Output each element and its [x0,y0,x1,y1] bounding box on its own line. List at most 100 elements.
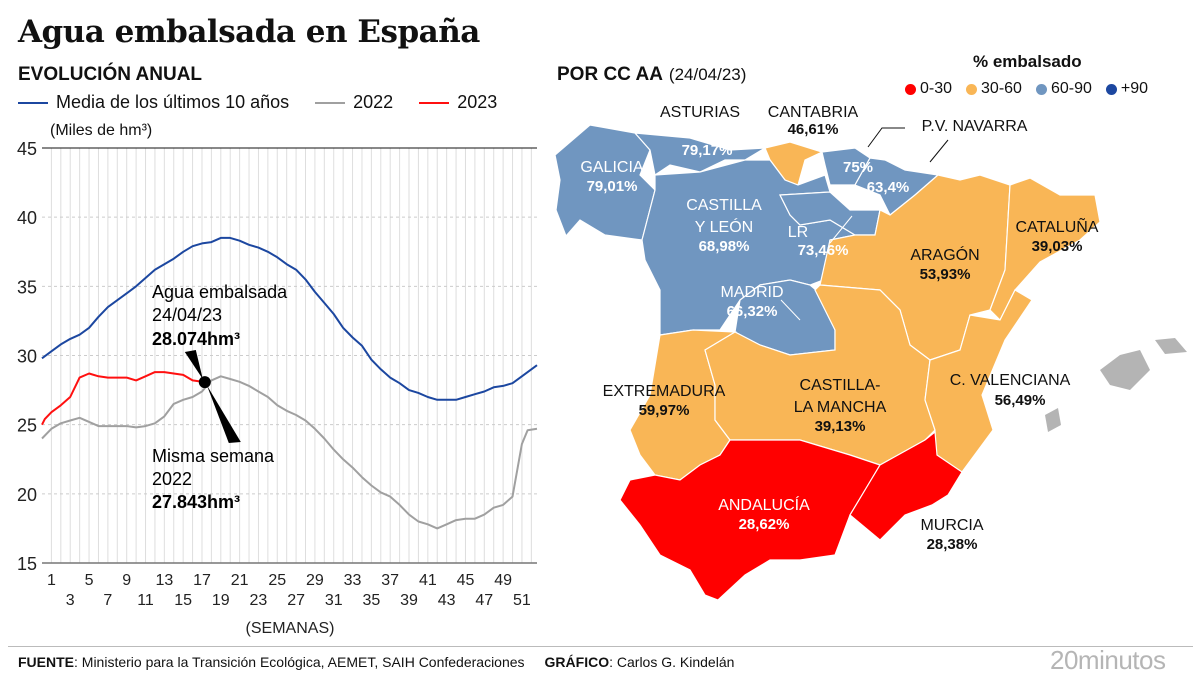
series-line-2022 [41,375,538,530]
annotation-2023-line: Agua embalsada [152,282,288,302]
annotation-2022-line: 2022 [152,469,192,489]
logo: 20minutos [1050,645,1166,675]
y-tick-label: 45 [17,139,37,159]
leader-line-rioja [829,215,853,244]
region-asturias [633,132,766,176]
region-value-aragon: 53,93% [920,266,971,283]
line-chart: 1520253035404513579111315171921232527293… [17,139,538,637]
y-tick-label: 25 [17,416,37,436]
region-name-cyl: Y LEÓN [695,217,753,236]
region-value-navarra: 63,4% [867,179,910,196]
legend-label: 30-60 [981,80,1022,97]
region-name-madrid: MADRID [720,284,783,301]
x-tick-label: 35 [362,592,380,609]
region-value-murcia: 28,38% [927,536,978,553]
region-name-rioja: LR [788,224,808,241]
x-tick-label: 25 [268,572,286,589]
x-tick-label: 11 [137,592,154,609]
region-pv [821,147,871,186]
legend-swatch [18,101,48,104]
region-name-extremadura: EXTREMADURA [603,383,726,400]
x-tick-label: 15 [174,592,192,609]
region-value-andalucia: 28,62% [739,516,790,533]
map-subtitle-text: POR CC AA [557,64,663,85]
map-legend-item: 30-60 [966,80,1022,98]
region-baleares-mallorca [1100,350,1150,390]
legend-label: Media de los últimos 10 años [56,92,290,112]
page-title: Agua embalsada en España [18,14,480,50]
x-tick-label: 21 [231,572,249,589]
map-legend-title: % embalsado [973,52,1082,71]
region-galicia [554,124,656,241]
region-name-aragon: ARAGÓN [910,245,979,264]
x-tick-label: 23 [250,592,268,609]
region-aragon [819,174,1011,361]
map-legend-item: 60-90 [1035,80,1092,98]
region-cantabria [764,141,824,186]
legend-dot [966,83,978,95]
graphic-text: : Carlos G. Kindelán [609,654,735,670]
legend-label: 0-30 [920,80,953,97]
x-tick-label: 29 [306,572,324,589]
y-tick-label: 35 [17,277,37,297]
y-tick-label: 30 [17,347,37,367]
legend-label: 2022 [353,92,394,112]
region-value-extremadura: 59,97% [639,402,690,419]
x-tick-label: 13 [155,572,173,589]
legend-item-2022: 2022 [315,92,393,113]
annotation-2023-line: 24/04/23 [152,305,222,325]
legend-item-2023: 2023 [419,92,497,113]
legend-label: +90 [1120,80,1149,97]
chart-legend: Media de los últimos 10 años 2022 2023 [18,92,497,113]
y-tick-label: 40 [17,208,37,228]
annotation-2022-value: 27.843hm³ [152,492,240,512]
map-legend: 0-30 30-60 60-90 +90 [905,80,1148,98]
footer-divider [8,646,1193,647]
legend-dot [1035,83,1047,95]
leader-line-madrid [780,299,801,321]
region-andalucia [619,439,881,601]
y-axis-unit: (Miles de hm³) [50,122,153,139]
region-value-cyl: 68,98% [699,238,750,255]
footer-source: FUENTE: Ministerio para la Transición Ec… [18,654,525,670]
legend-dot [1105,83,1117,95]
region-rioja [779,191,881,236]
map-date: (24/04/23) [668,65,747,84]
footer-graphic: GRÁFICO: Carlos G. Kindelán [545,654,735,670]
x-tick-label: 27 [287,592,305,609]
region-name-andalucia: ANDALUCÍA [718,495,810,514]
chart-subtitle: EVOLUCIÓN ANUAL [18,64,203,85]
annotation-pointer-2022 [206,385,241,443]
leader-line-pv [867,127,905,148]
region-name-cantabria: CANTABRIA [768,104,859,121]
region-cataluna [989,177,1101,322]
region-value-galicia: 79,01% [587,178,638,195]
x-tick-label: 1 [47,572,56,589]
x-tick-label: 9 [122,572,131,589]
region-name-asturias: ASTURIAS [660,104,740,121]
x-tick-label: 51 [513,592,531,609]
legend-swatch [315,101,346,104]
legend-item-media: Media de los últimos 10 años [18,92,289,113]
x-tick-label: 41 [419,572,437,589]
x-axis-label: (SEMANAS) [246,620,335,637]
x-tick-label: 33 [344,572,362,589]
x-tick-label: 7 [103,592,112,609]
leader-line-pv-dark [867,127,905,148]
region-value-valencia: 56,49% [995,392,1046,409]
x-tick-label: 45 [457,572,475,589]
region-name-cyl: CASTILLA [686,197,762,214]
region-cyl [641,159,857,336]
region-name-clm: CASTILLA- [800,377,881,394]
legend-label: 60-90 [1050,80,1092,97]
footer: FUENTE: Ministerio para la Transición Ec… [18,654,734,670]
series-line-2023 [41,371,205,426]
source-text: : Ministerio para la Transición Ecológic… [74,654,525,670]
region-navarra [854,157,940,216]
region-value-pv: 75% [843,159,873,176]
legend-dot [905,83,916,95]
annotation-pointer-2023 [184,350,203,380]
legend-swatch [419,101,450,104]
region-baleares-ibiza [1045,408,1061,432]
region-value-asturias: 79,17% [682,142,733,159]
